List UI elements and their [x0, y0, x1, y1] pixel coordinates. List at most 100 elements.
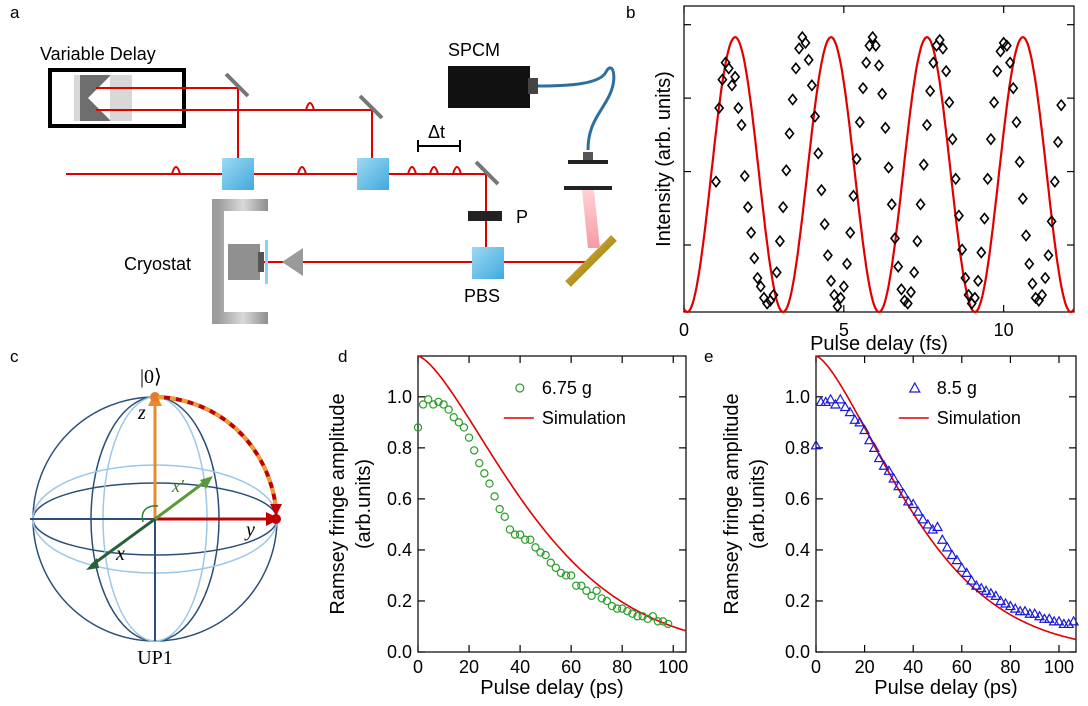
- chart-d-legend-fit-label: Simulation: [542, 408, 626, 428]
- chart-d-point: [648, 612, 658, 621]
- chart-d-ytick-label: 1.0: [387, 387, 412, 407]
- chart-b-point: [937, 42, 948, 55]
- chart-d-point: [449, 413, 458, 422]
- chart-e-point: [873, 452, 885, 463]
- chart-e-point: [1000, 597, 1012, 608]
- chart-b-point: [989, 96, 1000, 109]
- chart-d-point: [541, 550, 550, 560]
- chart-e-xtick-label: 80: [1000, 657, 1020, 677]
- chart-b-point: [973, 274, 984, 288]
- chart-b-point: [784, 127, 795, 140]
- chart-d-point: [561, 571, 571, 580]
- chart-e-point: [1004, 600, 1016, 611]
- polarizing-beam-splitter: [472, 247, 504, 279]
- variable-delay-box: [48, 68, 186, 128]
- fiber-coupler-lens: [568, 160, 608, 164]
- panel-label-a: a: [10, 3, 20, 22]
- chart-d-point: [510, 530, 520, 539]
- chart-b-point: [810, 110, 821, 123]
- chart-d-point: [607, 601, 617, 611]
- chart-d-point: [418, 400, 428, 409]
- chart-e-point: [912, 505, 924, 516]
- chart-d-ylabel-line2: (arb.units): [353, 459, 375, 549]
- chart-b-point: [1008, 81, 1019, 95]
- chart-d-point: [633, 612, 642, 621]
- chart-d-ytick-label: 0.4: [387, 540, 412, 560]
- chart-d-point: [531, 543, 540, 552]
- chart-d-point: [480, 469, 489, 478]
- chart-d-xtick-label: 40: [510, 657, 530, 677]
- chart-b-point: [813, 147, 824, 160]
- chart-b-point: [928, 56, 939, 69]
- y-label: y: [244, 519, 255, 541]
- chart-b-point: [803, 53, 814, 67]
- chart-d-point: [490, 492, 499, 501]
- chart-e-ytick-label: 0.4: [785, 540, 810, 560]
- chart-b-point: [822, 249, 833, 262]
- chart-e-point: [1053, 615, 1065, 626]
- chart-d-point: [495, 504, 504, 514]
- chart-d-point: [439, 400, 448, 409]
- focusing-lens: [564, 186, 612, 190]
- chart-e-point: [893, 480, 905, 491]
- rotation-angle-arc: [141, 505, 159, 523]
- chart-e-point: [883, 465, 895, 475]
- chart-e-fit-curve: [815, 355, 1077, 641]
- chart-b-point: [739, 169, 750, 183]
- chart-d-xtick-label: 80: [612, 657, 632, 677]
- chart-b-point: [877, 87, 888, 101]
- chart-b-point: [1014, 155, 1025, 169]
- chart-b-point: [867, 30, 878, 44]
- chart-b-point: [819, 217, 830, 231]
- chart-e-legend-fit-label: Simulation: [937, 408, 1021, 428]
- chart-d-point: [612, 604, 622, 613]
- chart-b-point: [787, 93, 798, 106]
- beam-splitter-1: [222, 158, 254, 190]
- variable-delay-label: Variable Delay: [40, 44, 156, 64]
- chart-e-point: [902, 495, 914, 506]
- chart-e-point: [956, 562, 968, 572]
- chart-b-point: [1011, 115, 1022, 129]
- chart-b-point: [1001, 39, 1012, 52]
- chart-b-point: [1005, 56, 1016, 69]
- chart-b-point: [873, 59, 885, 72]
- chart-b-point: [1049, 175, 1060, 188]
- chart-b-point: [1052, 135, 1064, 149]
- chart-e-point: [1068, 615, 1080, 626]
- chart-b-point: [851, 152, 862, 166]
- chart-e-ytick-label: 0.6: [785, 489, 810, 509]
- chart-b-point: [992, 64, 1003, 78]
- panel-label-c: c: [10, 347, 19, 366]
- chart-b-point: [778, 200, 789, 214]
- chart-b-point: [710, 175, 721, 188]
- chart-b-point: [1043, 249, 1054, 262]
- chart-b-point: [752, 271, 763, 285]
- chart-b-point: [733, 101, 744, 115]
- chart-e-xtick-label: 100: [1044, 657, 1074, 677]
- chart-e-xlabel: Pulse delay (ps): [874, 677, 1017, 699]
- chart-b-point: [918, 158, 929, 171]
- chart-b-point: [790, 62, 801, 75]
- chart-b-point: [1017, 192, 1028, 205]
- chart-b-point: [1037, 288, 1048, 302]
- panel-label-e: e: [704, 347, 713, 366]
- grating: [565, 235, 617, 287]
- chart-d-point: [526, 535, 535, 544]
- state-point-y: [271, 514, 281, 524]
- laser-beam: [66, 87, 590, 263]
- chart-b-point: [889, 232, 901, 245]
- mirror-2: [358, 94, 384, 120]
- chart-b-fit-curve: [683, 36, 1075, 314]
- chart-b-point: [848, 189, 859, 203]
- panel-c-bloch-sphere: c |0⟩ z y x x′ UP1: [10, 347, 282, 669]
- panel-d-chart: d 0 20 40 60 80 100 0.0 0.2 0.4 0.6 0.8 1.0 6.75 g S…: [327, 347, 688, 699]
- chart-d-point: [536, 548, 545, 557]
- chart-b-point: [861, 56, 872, 69]
- chart-e-xtick-label: 20: [855, 657, 875, 677]
- chart-e-point: [922, 518, 934, 529]
- chart-b-point: [842, 257, 853, 271]
- chart-b-point: [953, 209, 964, 222]
- chart-d-ytick-label: 0.8: [387, 438, 412, 458]
- chart-e-legend-data-label: 8.5 g: [937, 378, 977, 398]
- chart-e-point: [820, 396, 832, 407]
